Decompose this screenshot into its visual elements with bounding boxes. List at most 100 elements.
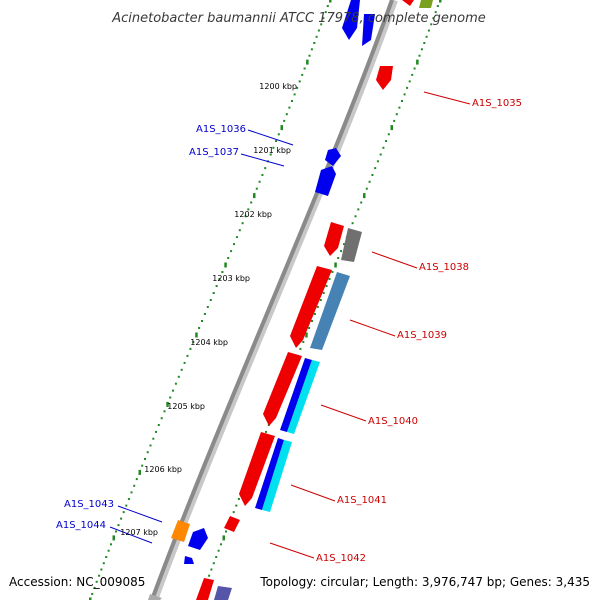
minor-tick bbox=[144, 458, 146, 460]
gene-label-a1s-1041[interactable]: A1S_1041 bbox=[337, 495, 387, 506]
minor-tick bbox=[247, 208, 250, 211]
gene-label-a1s-1035[interactable]: A1S_1035 bbox=[472, 98, 522, 109]
gene-arrow[interactable] bbox=[263, 352, 302, 426]
gene-arrow[interactable] bbox=[188, 528, 208, 550]
minor-tick bbox=[296, 86, 299, 89]
minor-tick bbox=[235, 504, 238, 507]
minor-tick bbox=[337, 257, 340, 259]
kbp-label: 1207 kbp bbox=[120, 528, 158, 537]
major-tick bbox=[329, 0, 332, 3]
minor-tick bbox=[95, 580, 98, 583]
kbp-label: 1205 kbp bbox=[167, 402, 205, 411]
kbp-label: 1203 kbp bbox=[212, 274, 250, 283]
gene-arrow[interactable] bbox=[341, 228, 362, 262]
minor-tick bbox=[215, 556, 218, 558]
kbp-label: 1200 kbp bbox=[259, 82, 297, 91]
minor-tick bbox=[343, 243, 345, 246]
minor-tick bbox=[371, 174, 374, 176]
gene-arrow[interactable] bbox=[362, 14, 375, 46]
gene-features bbox=[148, 0, 433, 600]
minor-tick bbox=[160, 417, 163, 420]
minor-tick bbox=[149, 444, 152, 447]
minor-tick bbox=[227, 257, 230, 259]
minor-tick bbox=[212, 562, 215, 565]
minor-tick bbox=[302, 341, 305, 343]
minor-tick bbox=[157, 424, 160, 426]
minor-tick bbox=[293, 93, 296, 96]
minor-tick bbox=[155, 430, 157, 433]
gene-arrow[interactable] bbox=[310, 272, 350, 350]
major-tick bbox=[253, 193, 256, 199]
gene-arrow[interactable] bbox=[262, 440, 292, 512]
gene-arrow[interactable] bbox=[239, 432, 275, 506]
gene-arrow[interactable] bbox=[214, 586, 232, 600]
gene-label-a1s-1040[interactable]: A1S_1040 bbox=[368, 416, 418, 427]
minor-tick bbox=[322, 292, 325, 294]
minor-tick bbox=[315, 35, 318, 38]
minor-tick bbox=[427, 29, 430, 32]
minor-tick bbox=[313, 42, 316, 44]
minor-tick bbox=[237, 498, 240, 500]
minor-tick bbox=[210, 568, 213, 571]
leader-lines bbox=[109, 91, 471, 559]
gene-label-a1s-1038[interactable]: A1S_1038 bbox=[419, 262, 469, 273]
minor-tick bbox=[319, 299, 322, 301]
minor-tick bbox=[241, 222, 244, 225]
gene-arrow[interactable] bbox=[376, 66, 393, 90]
minor-tick bbox=[430, 23, 433, 26]
minor-tick bbox=[130, 491, 133, 494]
major-tick bbox=[306, 59, 309, 65]
gene-arrow[interactable] bbox=[290, 266, 332, 348]
gene-arrow[interactable] bbox=[171, 520, 190, 542]
gene-arrow[interactable] bbox=[184, 556, 194, 564]
minor-tick bbox=[125, 504, 128, 507]
minor-tick bbox=[127, 498, 130, 500]
minor-tick bbox=[413, 67, 416, 70]
genome-title: Acinetobacter baumannii ATCC 17978, comp… bbox=[111, 11, 486, 26]
minor-tick bbox=[418, 54, 421, 57]
gene-arrow[interactable] bbox=[315, 166, 336, 196]
minor-tick bbox=[215, 285, 218, 287]
gene-arrow[interactable] bbox=[342, 0, 360, 40]
minor-tick bbox=[288, 106, 291, 109]
gene-label-a1s-1036[interactable]: A1S_1036 bbox=[196, 124, 246, 135]
gene-label-a1s-1042[interactable]: A1S_1042 bbox=[316, 553, 366, 564]
minor-tick bbox=[313, 313, 316, 315]
minor-tick bbox=[360, 201, 363, 204]
gene-arrow[interactable] bbox=[324, 222, 344, 256]
gene-arrow[interactable] bbox=[148, 594, 162, 600]
gene-arrow[interactable] bbox=[280, 358, 312, 432]
gene-arrow[interactable] bbox=[402, 0, 414, 6]
minor-tick bbox=[326, 5, 329, 7]
minor-tick bbox=[100, 568, 103, 571]
minor-tick bbox=[152, 437, 155, 440]
minor-tick bbox=[398, 106, 401, 109]
minor-tick bbox=[408, 80, 411, 83]
gene-arrow[interactable] bbox=[287, 360, 320, 434]
major-tick bbox=[138, 469, 141, 475]
minor-tick bbox=[120, 517, 123, 520]
minor-tick bbox=[379, 153, 382, 156]
minor-tick bbox=[221, 271, 224, 273]
minor-tick bbox=[233, 243, 235, 246]
major-tick bbox=[439, 0, 442, 3]
major-tick bbox=[305, 332, 308, 338]
minor-tick bbox=[93, 586, 96, 589]
gene-arrow[interactable] bbox=[325, 148, 341, 166]
minor-tick bbox=[265, 430, 267, 433]
minor-tick bbox=[180, 368, 183, 371]
gene-label-a1s-1037[interactable]: A1S_1037 bbox=[189, 147, 239, 158]
minor-tick bbox=[141, 464, 144, 467]
minor-tick bbox=[325, 285, 328, 287]
gene-arrow[interactable] bbox=[196, 578, 214, 600]
gene-arrow[interactable] bbox=[419, 0, 433, 8]
gene-label-a1s-1044[interactable]: A1S_1044 bbox=[56, 520, 106, 531]
gene-label-a1s-1039[interactable]: A1S_1039 bbox=[397, 330, 447, 341]
gene-arrow[interactable] bbox=[224, 516, 240, 532]
gene-label-a1s-1043[interactable]: A1S_1043 bbox=[64, 499, 114, 510]
gene-arrow[interactable] bbox=[255, 438, 284, 510]
minor-tick bbox=[387, 133, 390, 136]
minor-tick bbox=[261, 174, 264, 176]
minor-tick bbox=[110, 543, 112, 546]
